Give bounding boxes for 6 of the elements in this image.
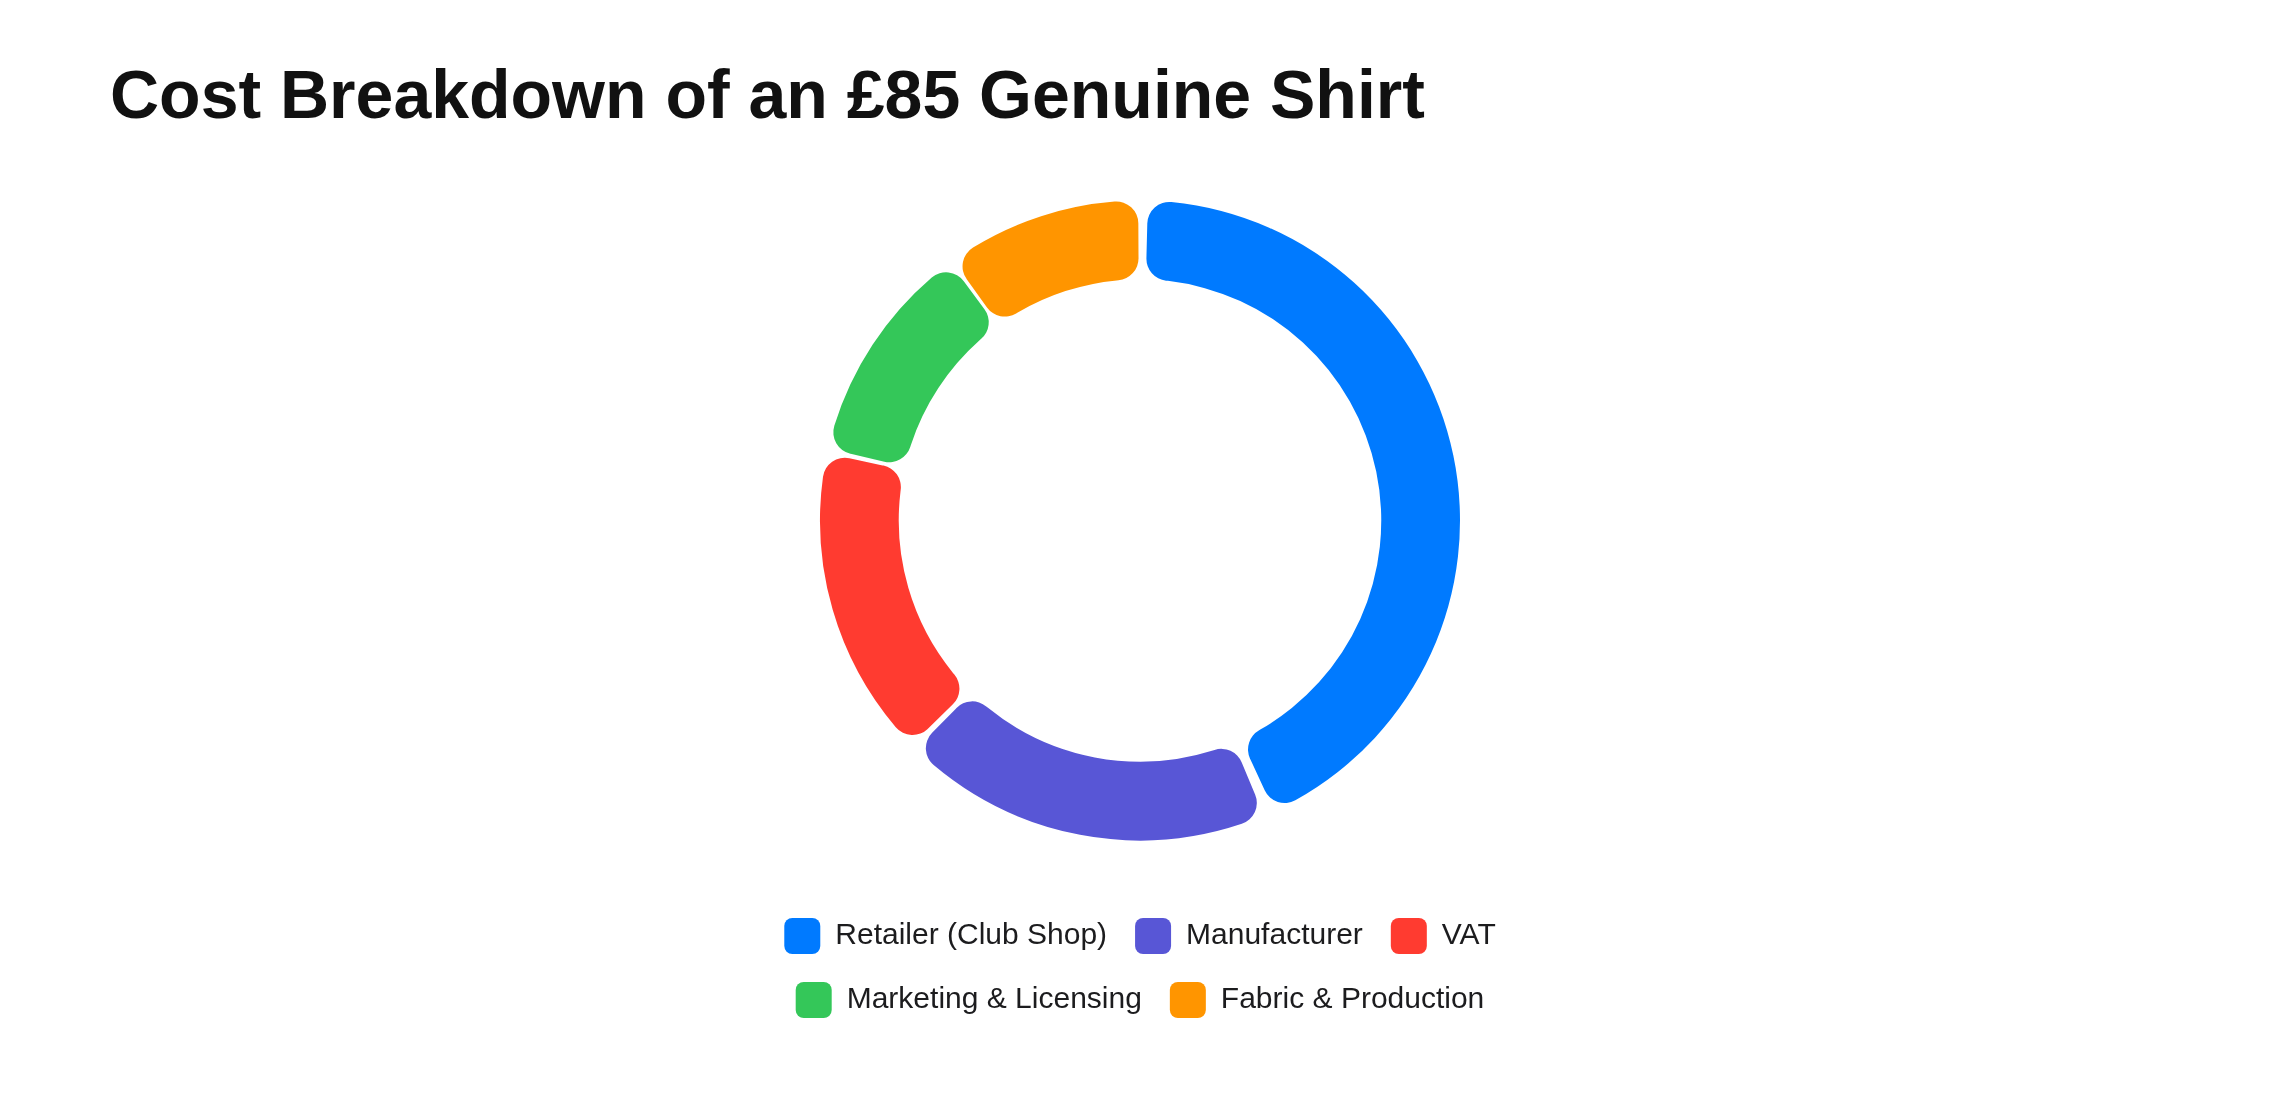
legend-label: Fabric & Production: [1220, 981, 1485, 1015]
legend-label: VAT: [1441, 917, 1496, 951]
legend-label: Marketing & Licensing: [846, 981, 1142, 1015]
legend-label: Retailer (Club Shop): [835, 917, 1108, 951]
legend-label: Manufacturer: [1186, 917, 1363, 951]
chart-title: Cost Breakdown of an £85 Genuine Shirt: [110, 55, 1425, 134]
